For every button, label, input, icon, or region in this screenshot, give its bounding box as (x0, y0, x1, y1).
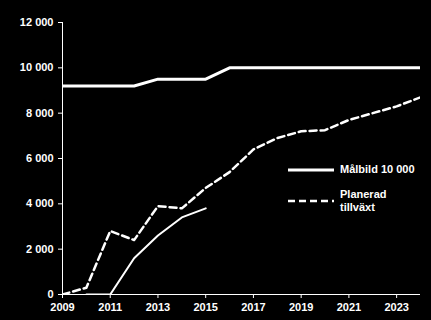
html-text:Målbild 10 000: Målbild 10 000 (340, 163, 415, 175)
svg-text:12 000: 12 000 (20, 16, 54, 28)
svg-text:4 000: 4 000 (26, 197, 54, 209)
svg-text:6 000: 6 000 (26, 152, 54, 164)
svg-text:2009: 2009 (50, 301, 74, 313)
svg-text:2015: 2015 (193, 301, 217, 313)
html-text:Planerad tillväxt: Planerad tillväxt (340, 188, 387, 213)
svg-text:2017: 2017 (241, 301, 265, 313)
svg-text:8 000: 8 000 (26, 107, 54, 119)
svg-text:2011: 2011 (98, 301, 122, 313)
svg-text:0: 0 (47, 288, 53, 300)
svg-text:2 000: 2 000 (26, 243, 54, 255)
svg-text:2019: 2019 (289, 301, 313, 313)
svg-text:10 000: 10 000 (20, 61, 54, 73)
svg-text:2013: 2013 (146, 301, 170, 313)
svg-text:2021: 2021 (337, 301, 361, 313)
svg-text:2023: 2023 (384, 301, 408, 313)
